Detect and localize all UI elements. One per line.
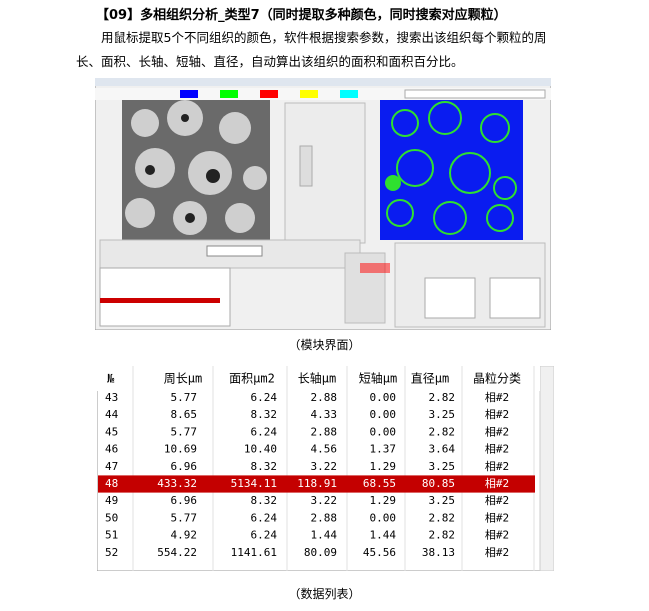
paragraph: 用鼠标提取5个不同组织的颜色，软件根据搜索参数，搜索出该组织每个颗粒的周长、面积…	[76, 30, 547, 69]
table-cell: 6.24	[251, 529, 278, 542]
table-cell: 80.09	[304, 546, 337, 559]
column-header: 周长μm	[164, 372, 202, 386]
table-cell: 44	[105, 408, 119, 421]
table-cell: 相#2	[485, 546, 509, 559]
column-header: 短轴μm	[359, 371, 397, 386]
table-cell: 0.00	[370, 391, 397, 404]
table-cell: 1.44	[370, 529, 397, 542]
table-cell: 3.25	[429, 460, 456, 473]
table-cell: 1.29	[370, 494, 397, 507]
table-cell: 8.32	[251, 494, 278, 507]
table-cell: 2.82	[429, 529, 456, 542]
table-cell: 554.22	[157, 546, 197, 559]
table-cell: 3.22	[311, 460, 338, 473]
data-table: № 周长μm 面积μm2 长轴μm 短轴μm 直径μm 晶粒分类 43 5.77 6.24 2.88…	[97, 366, 554, 571]
table-cell: 68.55	[363, 477, 396, 490]
table-cell: 0.00	[370, 408, 397, 421]
table-cell: 118.91	[297, 477, 337, 490]
table-cell: 1.29	[370, 460, 397, 473]
table-cell: 80.85	[422, 477, 455, 490]
table-cell: 相#2	[485, 443, 509, 456]
table-cell: 2.82	[429, 391, 456, 404]
table-cell: 8.65	[171, 408, 198, 421]
table-cell: 6.96	[171, 494, 198, 507]
selected-row	[98, 475, 535, 493]
table-cell: 51	[105, 529, 118, 542]
table-cell: 10.69	[164, 443, 197, 456]
table-cell: 3.22	[311, 494, 338, 507]
table-cell: 相#2	[485, 477, 509, 490]
column-header: №	[107, 372, 115, 386]
table-cell: 38.13	[422, 546, 455, 559]
table-cell: 6.24	[251, 391, 278, 404]
figure-caption: （模块界面）	[288, 338, 361, 352]
table-cell: 5.77	[171, 391, 198, 404]
table-cell: 0.00	[370, 425, 397, 438]
table-cell: 6.96	[171, 460, 198, 473]
table-caption: （数据列表）	[288, 587, 361, 601]
table-cell: 相#2	[485, 408, 509, 421]
table-cell: 2.82	[429, 425, 456, 438]
table-cell: 1141.61	[231, 546, 277, 559]
column-header: 直径μm	[411, 372, 449, 386]
table-cell: 5.77	[171, 511, 198, 524]
table-cell: 相#2	[485, 460, 509, 473]
table-cell: 0.00	[370, 511, 397, 524]
table-cell: 45	[105, 425, 118, 438]
module-screenshot	[95, 78, 551, 330]
table-cell: 433.32	[157, 477, 197, 490]
table-cell: 相#2	[485, 494, 509, 507]
table-cell: 2.82	[429, 511, 456, 524]
column-header: 长轴μm	[298, 371, 336, 386]
table-cell: 3.25	[429, 408, 456, 421]
column-header: 面积μm2	[229, 372, 275, 386]
table-cell: 3.64	[429, 443, 456, 456]
table-cell: 4.56	[311, 443, 338, 456]
title: 【09】多相组织分析_类型7（同时提取多种颜色，同时搜索对应颗粒）	[96, 8, 507, 23]
table-cell: 相#2	[485, 529, 509, 542]
table-cell: 6.24	[251, 511, 278, 524]
table-cell: 50	[105, 511, 118, 524]
table-cell: 5134.11	[231, 477, 277, 490]
table-cell: 43	[105, 391, 118, 404]
table-cell: 52	[105, 546, 118, 559]
table-cell: 49	[105, 494, 118, 507]
table-cell: 10.40	[244, 443, 277, 456]
table-cell: 8.32	[251, 460, 278, 473]
table-cell: 48	[105, 477, 118, 490]
table-cell: 2.88	[311, 425, 338, 438]
table-cell: 1.37	[370, 443, 397, 456]
table-cell: 47	[105, 460, 118, 473]
table-cell: 2.88	[311, 391, 338, 404]
table-cell: 4.92	[171, 529, 198, 542]
table-cell: 相#2	[485, 511, 509, 524]
table-cell: 相#2	[485, 391, 509, 404]
table-cell: 相#2	[485, 425, 509, 438]
table-cell: 46	[105, 443, 118, 456]
table-cell: 45.56	[363, 546, 396, 559]
table-cell: 4.33	[311, 408, 338, 421]
column-header: 晶粒分类	[473, 371, 521, 386]
table-cell: 6.24	[251, 425, 278, 438]
table-cell: 5.77	[171, 425, 198, 438]
table-cell: 8.32	[251, 408, 278, 421]
table-cell: 2.88	[311, 511, 338, 524]
table-cell: 3.25	[429, 494, 456, 507]
table-cell: 1.44	[311, 529, 338, 542]
